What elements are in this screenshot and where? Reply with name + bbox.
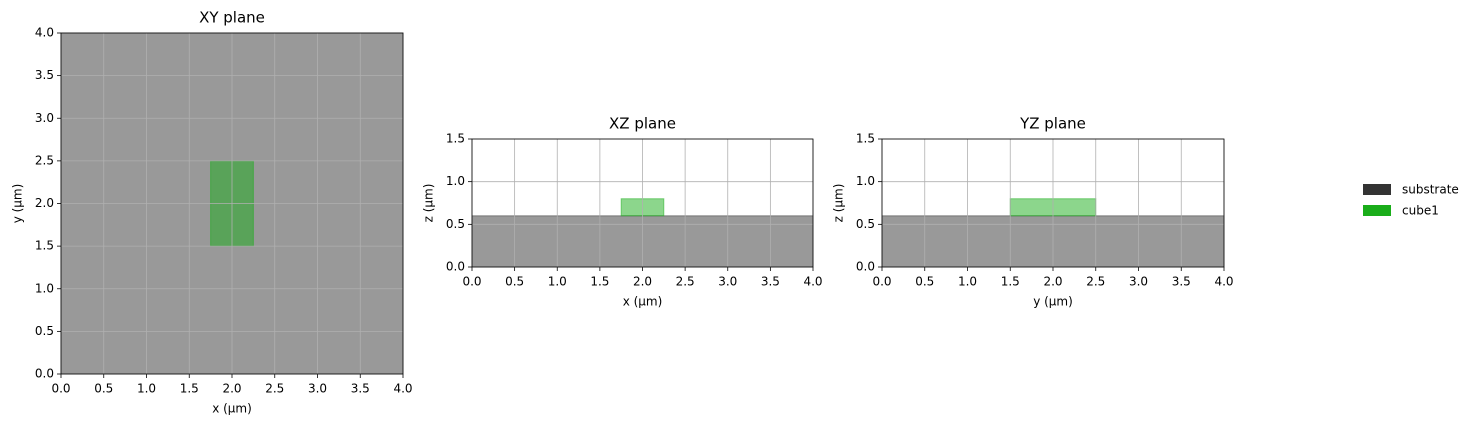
x-tick-label: 3.0 (1129, 275, 1148, 289)
x-tick-label: 0.0 (462, 275, 481, 289)
y-tick-label: 0.5 (856, 217, 875, 231)
legend-label: cube1 (1402, 204, 1439, 218)
y-tick-label: 1.0 (856, 174, 875, 188)
x-tick-label: 1.5 (590, 275, 609, 289)
axes-frame (881, 138, 1225, 268)
x-tick-label: 2.0 (1043, 275, 1062, 289)
legend-patch (1363, 184, 1391, 195)
y-tick-label: 2.0 (35, 196, 54, 210)
x-tick-label: 0.0 (872, 275, 891, 289)
y-axis-label: y (µm) (11, 184, 25, 224)
x-tick-label: 2.5 (1086, 275, 1105, 289)
x-axis-label: y (µm) (1033, 295, 1073, 309)
x-axis-label: x (µm) (212, 402, 252, 416)
y-tick-label: 2.5 (35, 153, 54, 167)
y-tick-label: 1.0 (446, 174, 465, 188)
x-tick-label: 0.5 (505, 275, 524, 289)
y-tick-label: 3.0 (35, 111, 54, 125)
x-tick-label: 1.5 (180, 382, 199, 396)
x-tick-label: 2.5 (265, 382, 284, 396)
x-tick-label: 0.5 (915, 275, 934, 289)
y-axis-label: z (µm) (422, 184, 436, 223)
x-tick-label: 3.0 (718, 275, 737, 289)
y-tick-label: 1.5 (446, 132, 465, 146)
x-tick-label: 0.5 (94, 382, 113, 396)
legend-label: substrate (1402, 183, 1459, 197)
x-tick-label: 3.5 (1172, 275, 1191, 289)
y-axis-label: z (µm) (832, 184, 846, 223)
x-tick-label: 2.0 (222, 382, 241, 396)
axes-frame (471, 138, 814, 268)
x-tick-label: 1.0 (137, 382, 156, 396)
x-tick-label: 1.5 (1001, 275, 1020, 289)
x-tick-label: 3.0 (308, 382, 327, 396)
x-tick-label: 2.5 (676, 275, 695, 289)
x-tick-label: 4.0 (393, 382, 412, 396)
legend-patch (1363, 205, 1391, 216)
chart-title: XY plane (199, 9, 265, 27)
y-tick-label: 0.0 (35, 367, 54, 381)
y-tick-label: 4.0 (35, 26, 54, 40)
y-tick-label: 0.0 (856, 260, 875, 274)
x-tick-label: 4.0 (803, 275, 822, 289)
y-tick-label: 1.5 (856, 132, 875, 146)
y-tick-label: 3.5 (35, 68, 54, 82)
y-tick-label: 1.0 (35, 281, 54, 295)
chart-title: XZ plane (609, 115, 676, 133)
x-tick-label: 0.0 (51, 382, 70, 396)
y-tick-label: 0.5 (35, 324, 54, 338)
x-tick-label: 4.0 (1214, 275, 1233, 289)
x-tick-label: 3.5 (761, 275, 780, 289)
x-tick-label: 1.0 (548, 275, 567, 289)
x-tick-label: 1.0 (958, 275, 977, 289)
axes-frame (60, 32, 404, 375)
x-tick-label: 2.0 (633, 275, 652, 289)
x-axis-label: x (µm) (623, 295, 663, 309)
chart-title: YZ plane (1019, 115, 1086, 133)
y-tick-label: 1.5 (35, 239, 54, 253)
y-tick-label: 0.0 (446, 260, 465, 274)
y-tick-label: 0.5 (446, 217, 465, 231)
x-tick-label: 3.5 (351, 382, 370, 396)
